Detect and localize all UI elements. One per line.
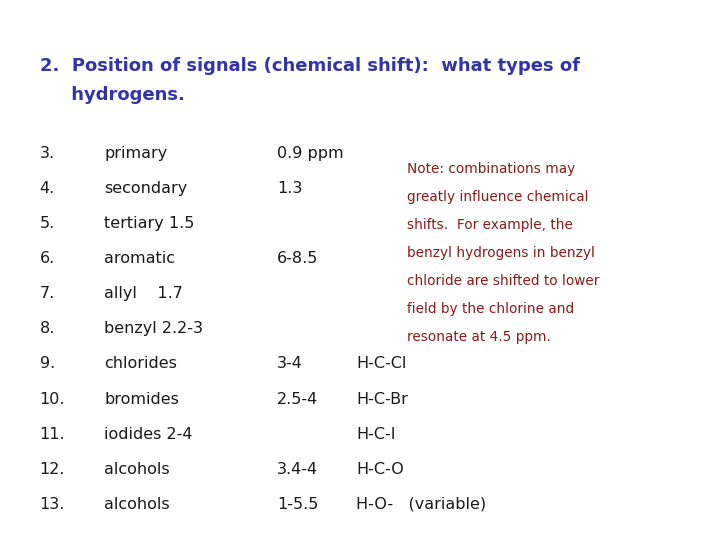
Text: greatly influence chemical: greatly influence chemical [407,190,588,204]
Text: H-C-O: H-C-O [356,462,404,477]
Text: hydrogens.: hydrogens. [40,86,184,104]
Text: benzyl hydrogens in benzyl: benzyl hydrogens in benzyl [407,246,595,260]
Text: 10.: 10. [40,392,65,407]
Text: 6.: 6. [40,251,55,266]
Text: 9.: 9. [40,356,55,372]
Text: H-C-Br: H-C-Br [356,392,408,407]
Text: 13.: 13. [40,497,65,512]
Text: aromatic: aromatic [104,251,176,266]
Text: 3-4: 3-4 [277,356,303,372]
Text: 1-5.5: 1-5.5 [277,497,318,512]
Text: 6-8.5: 6-8.5 [277,251,318,266]
Text: secondary: secondary [104,181,188,196]
Text: 1.3: 1.3 [277,181,302,196]
Text: Note: combinations may: Note: combinations may [407,162,575,176]
Text: shifts.  For example, the: shifts. For example, the [407,218,572,232]
Text: alcohols: alcohols [104,462,170,477]
Text: 4.: 4. [40,181,55,196]
Text: 3.: 3. [40,146,55,161]
Text: H-O-   (variable): H-O- (variable) [356,497,487,512]
Text: 11.: 11. [40,427,66,442]
Text: resonate at 4.5 ppm.: resonate at 4.5 ppm. [407,330,551,345]
Text: H-C-Cl: H-C-Cl [356,356,407,372]
Text: allyl    1.7: allyl 1.7 [104,286,184,301]
Text: benzyl 2.2-3: benzyl 2.2-3 [104,321,203,336]
Text: iodides 2-4: iodides 2-4 [104,427,193,442]
Text: 12.: 12. [40,462,65,477]
Text: alcohols: alcohols [104,497,170,512]
Text: 2.  Position of signals (chemical shift):  what types of: 2. Position of signals (chemical shift):… [40,57,580,75]
Text: 5.: 5. [40,216,55,231]
Text: chloride are shifted to lower: chloride are shifted to lower [407,274,599,288]
Text: 0.9 ppm: 0.9 ppm [277,146,344,161]
Text: primary: primary [104,146,168,161]
Text: bromides: bromides [104,392,179,407]
Text: tertiary 1.5: tertiary 1.5 [104,216,195,231]
Text: H-C-I: H-C-I [356,427,396,442]
Text: 3.4-4: 3.4-4 [277,462,318,477]
Text: 8.: 8. [40,321,55,336]
Text: chlorides: chlorides [104,356,177,372]
Text: 7.: 7. [40,286,55,301]
Text: field by the chlorine and: field by the chlorine and [407,302,574,316]
Text: 2.5-4: 2.5-4 [277,392,318,407]
